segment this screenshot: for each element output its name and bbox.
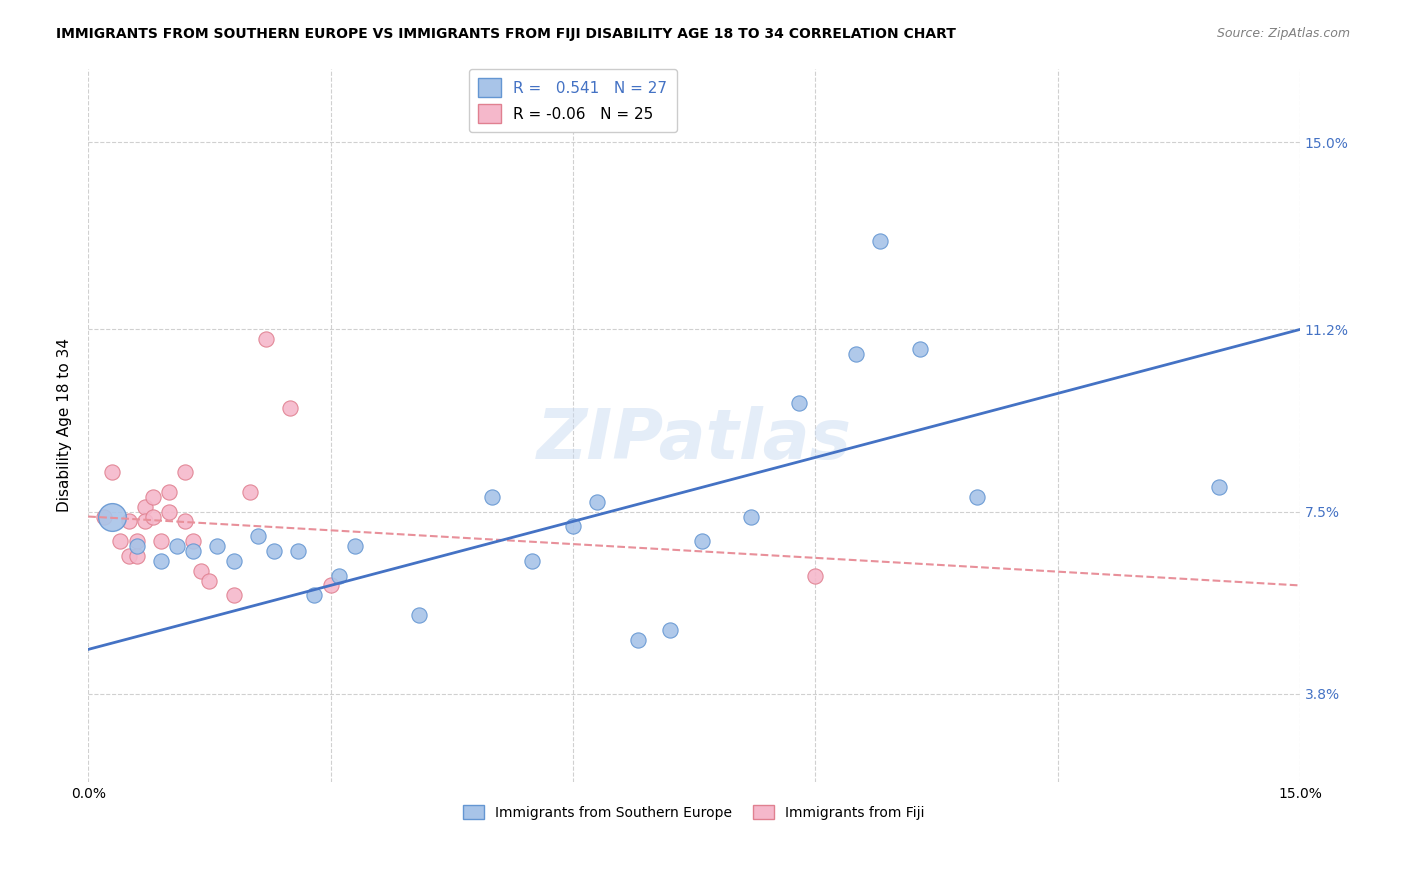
Point — [117, 549, 139, 563]
Point — [287, 544, 309, 558]
Point — [740, 509, 762, 524]
Point — [408, 607, 430, 622]
Point — [910, 342, 932, 356]
Point — [174, 515, 197, 529]
Point — [804, 568, 827, 582]
Point — [222, 554, 245, 568]
Point — [263, 544, 285, 558]
Point — [222, 588, 245, 602]
Point — [626, 632, 648, 647]
Point — [117, 515, 139, 529]
Point — [304, 588, 326, 602]
Text: ZIPatlas: ZIPatlas — [537, 406, 852, 474]
Point — [142, 490, 165, 504]
Point — [254, 332, 277, 346]
Point — [125, 549, 148, 563]
Point — [690, 534, 713, 549]
Point — [142, 509, 165, 524]
Point — [125, 534, 148, 549]
Point — [966, 490, 988, 504]
Point — [481, 490, 503, 504]
Point — [328, 568, 350, 582]
Text: IMMIGRANTS FROM SOUTHERN EUROPE VS IMMIGRANTS FROM FIJI DISABILITY AGE 18 TO 34 : IMMIGRANTS FROM SOUTHERN EUROPE VS IMMIG… — [56, 27, 956, 41]
Point — [110, 534, 132, 549]
Text: Source: ZipAtlas.com: Source: ZipAtlas.com — [1216, 27, 1350, 40]
Point — [134, 500, 156, 514]
Point — [246, 529, 269, 543]
Point — [125, 539, 148, 553]
Point — [522, 554, 544, 568]
Point — [845, 347, 868, 361]
Point — [149, 554, 172, 568]
Point — [93, 509, 115, 524]
Point — [343, 539, 366, 553]
Point — [166, 539, 188, 553]
Y-axis label: Disability Age 18 to 34: Disability Age 18 to 34 — [58, 338, 72, 512]
Point — [157, 484, 180, 499]
Point — [174, 465, 197, 479]
Point — [149, 534, 172, 549]
Point — [787, 396, 810, 410]
Point — [319, 578, 342, 592]
Point — [134, 515, 156, 529]
Point — [1208, 480, 1230, 494]
Point — [239, 484, 262, 499]
Point — [181, 544, 204, 558]
Point — [586, 494, 609, 508]
Point — [869, 234, 891, 248]
Point — [101, 509, 124, 524]
Point — [658, 623, 681, 637]
Point — [561, 519, 583, 533]
Legend: Immigrants from Southern Europe, Immigrants from Fiji: Immigrants from Southern Europe, Immigra… — [458, 799, 931, 825]
Point — [101, 465, 124, 479]
Point — [157, 505, 180, 519]
Point — [207, 539, 229, 553]
Point — [278, 401, 301, 416]
Point — [190, 564, 212, 578]
Point — [181, 534, 204, 549]
Point — [198, 574, 221, 588]
